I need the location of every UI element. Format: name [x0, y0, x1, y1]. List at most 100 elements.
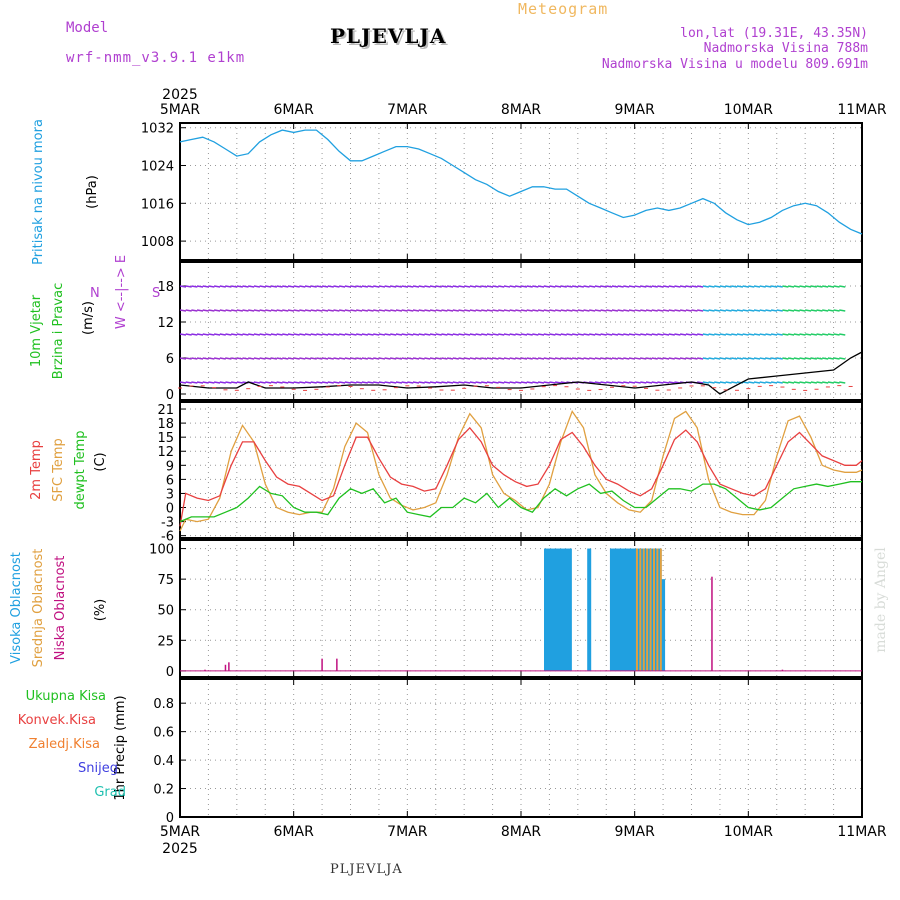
wind-barb — [316, 333, 323, 336]
wind-barb — [287, 333, 295, 336]
wind-barb — [776, 381, 783, 384]
wind-barb — [412, 357, 420, 360]
wind-barb — [805, 357, 812, 360]
wind-barb — [833, 357, 840, 360]
wind-barb — [208, 333, 215, 336]
cloud-mid-bar — [642, 548, 645, 671]
wind-barb — [191, 285, 198, 288]
wind-barb — [651, 309, 658, 312]
wind-barb — [202, 333, 209, 336]
pressure-title: Pritisak na nivou mora — [31, 119, 46, 265]
wind-barb — [492, 285, 499, 288]
wind-barb — [367, 309, 374, 312]
wind-barb — [628, 381, 636, 384]
wind-barb — [361, 333, 368, 336]
cloud-high-bar — [557, 548, 562, 671]
wind-barb — [793, 381, 800, 384]
location-line: lon,lat (19.31E, 43.35N) — [680, 26, 868, 41]
wind-barb — [526, 285, 533, 288]
wind-barb — [429, 333, 437, 336]
wind-barb — [441, 357, 448, 360]
wind-barb — [543, 333, 550, 336]
cloud-high-bar — [616, 548, 621, 671]
wind-barb — [793, 285, 800, 288]
wind-barb — [248, 333, 255, 336]
wind-barb — [606, 333, 613, 336]
wind-barb — [623, 333, 630, 336]
wind-barb — [475, 285, 482, 288]
wind-barb — [191, 333, 198, 336]
wind-barb — [628, 309, 636, 312]
wind-barb — [407, 381, 414, 384]
cloud-low-bar — [228, 662, 230, 671]
wind-barb — [770, 381, 778, 384]
wind-barb — [259, 285, 266, 288]
wind-barb — [401, 285, 408, 288]
wind-barb — [418, 309, 425, 312]
wind-barb — [725, 309, 732, 312]
x-tick-label-top: 6MAR — [274, 102, 315, 118]
wind-barb — [680, 285, 687, 288]
product-title: Meteogram — [518, 0, 609, 18]
wind-barb — [395, 357, 403, 360]
wind-barb — [799, 357, 806, 360]
wind-barb — [589, 285, 596, 288]
wind-barb — [839, 285, 846, 288]
x-tick-label-top: 7MAR — [387, 102, 428, 118]
y-tick-label: 3 — [166, 487, 174, 502]
wind-barb — [810, 381, 817, 384]
wind-barb — [213, 357, 221, 360]
wind-barb — [447, 285, 454, 288]
wind-barb — [310, 309, 317, 312]
cloud-high-bar — [567, 548, 572, 671]
wind-barb — [225, 309, 232, 312]
wind-barb — [464, 333, 471, 336]
y-tick-label: 18 — [157, 280, 174, 295]
cloud-high-bar — [661, 579, 666, 671]
wind-barb — [253, 357, 260, 360]
wind-barb — [435, 333, 442, 336]
wind-barb — [765, 285, 772, 288]
cloud-high-bar — [654, 548, 659, 671]
wind-barb — [662, 333, 670, 336]
wind-barb — [299, 357, 306, 360]
wind-barb — [452, 381, 459, 384]
wind-barb — [583, 333, 590, 336]
wind-barb — [316, 309, 323, 312]
wind-barb — [606, 309, 613, 312]
wind-barb — [520, 285, 528, 288]
temp-2m-title: 2m Temp — [29, 440, 44, 500]
wind-barb — [378, 309, 386, 312]
wind-barb — [600, 357, 607, 360]
wind-barb — [361, 285, 368, 288]
wind-barb — [736, 309, 744, 312]
wind-barb — [469, 357, 476, 360]
wind-barb — [628, 285, 636, 288]
wind-barb — [827, 357, 835, 360]
wind-barb — [498, 309, 505, 312]
wind-barb — [674, 357, 681, 360]
wind-barb — [458, 357, 465, 360]
wind-barb — [447, 357, 454, 360]
wind-barb — [185, 309, 192, 312]
wind-barb — [537, 381, 545, 384]
wind-barb — [236, 285, 243, 288]
wind-barb — [344, 381, 351, 384]
wind-barb — [469, 333, 476, 336]
wind-barb — [310, 357, 317, 360]
wind-barb — [509, 309, 516, 312]
wind-barb — [486, 309, 494, 312]
wind-barb — [509, 333, 516, 336]
wind-barb — [549, 381, 556, 384]
wind-barb — [276, 357, 283, 360]
wind-barb — [333, 309, 340, 312]
wind-barb — [464, 357, 471, 360]
wind-barb — [810, 357, 817, 360]
wind-barb — [816, 309, 823, 312]
wind-barb — [748, 333, 755, 336]
wind-barb — [526, 333, 533, 336]
wind-barb — [645, 285, 653, 288]
wind-barb — [339, 285, 346, 288]
wind-barb — [805, 381, 812, 384]
wind-barb — [213, 333, 221, 336]
